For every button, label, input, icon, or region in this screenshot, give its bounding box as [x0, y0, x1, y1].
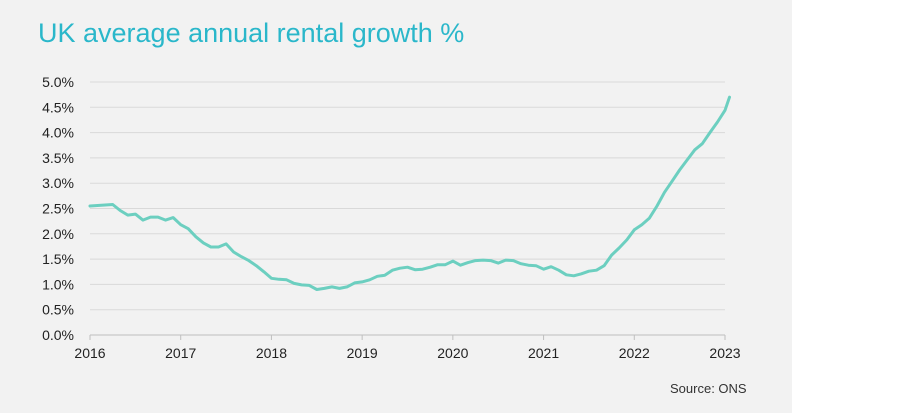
y-tick-label: 2.0%: [42, 226, 74, 242]
y-tick-label: 1.5%: [42, 251, 74, 267]
x-tick-label: 2016: [74, 345, 105, 361]
chart-title: UK average annual rental growth %: [38, 18, 465, 48]
gridlines: [90, 81, 725, 336]
x-tick-label: 2019: [347, 345, 378, 361]
y-axis: 0.0% 0.5% 1.0% 1.5% 2.0% 2.5% 3.0% 3.5% 4.0% 4.5%…: [42, 74, 74, 343]
y-tick-label: 2.5%: [42, 201, 74, 217]
y-tick-label: 5.0%: [42, 74, 74, 90]
y-tick-label: 4.0%: [42, 125, 74, 141]
chart-panel: UK average annual rental growth % 2016 20…: [0, 0, 792, 413]
x-axis: 2016 2017 2018 2019 2020 2021 2022 2023: [74, 334, 741, 361]
x-tick-label: 2022: [619, 345, 650, 361]
series-layer: [88, 95, 731, 291]
y-tick-label: 3.0%: [42, 175, 74, 191]
y-tick-label: 0.5%: [42, 302, 74, 318]
y-tick-label: 3.5%: [42, 150, 74, 166]
x-tick-label: 2018: [256, 345, 287, 361]
y-tick-label: 0.0%: [42, 327, 74, 343]
y-tick-label: 1.0%: [42, 276, 74, 292]
x-tick-label: 2020: [437, 345, 468, 361]
x-tick-label: 2023: [709, 345, 740, 361]
y-tick-label: 4.5%: [42, 99, 74, 115]
source-note: Source: ONS: [670, 381, 747, 396]
line-chart: 2016 2017 2018 2019 2020 2021 2022 2023 0.0% 0.5…: [42, 74, 741, 361]
x-tick-label: 2017: [165, 345, 196, 361]
series-line: [88, 95, 731, 291]
x-tick-label: 2021: [528, 345, 559, 361]
